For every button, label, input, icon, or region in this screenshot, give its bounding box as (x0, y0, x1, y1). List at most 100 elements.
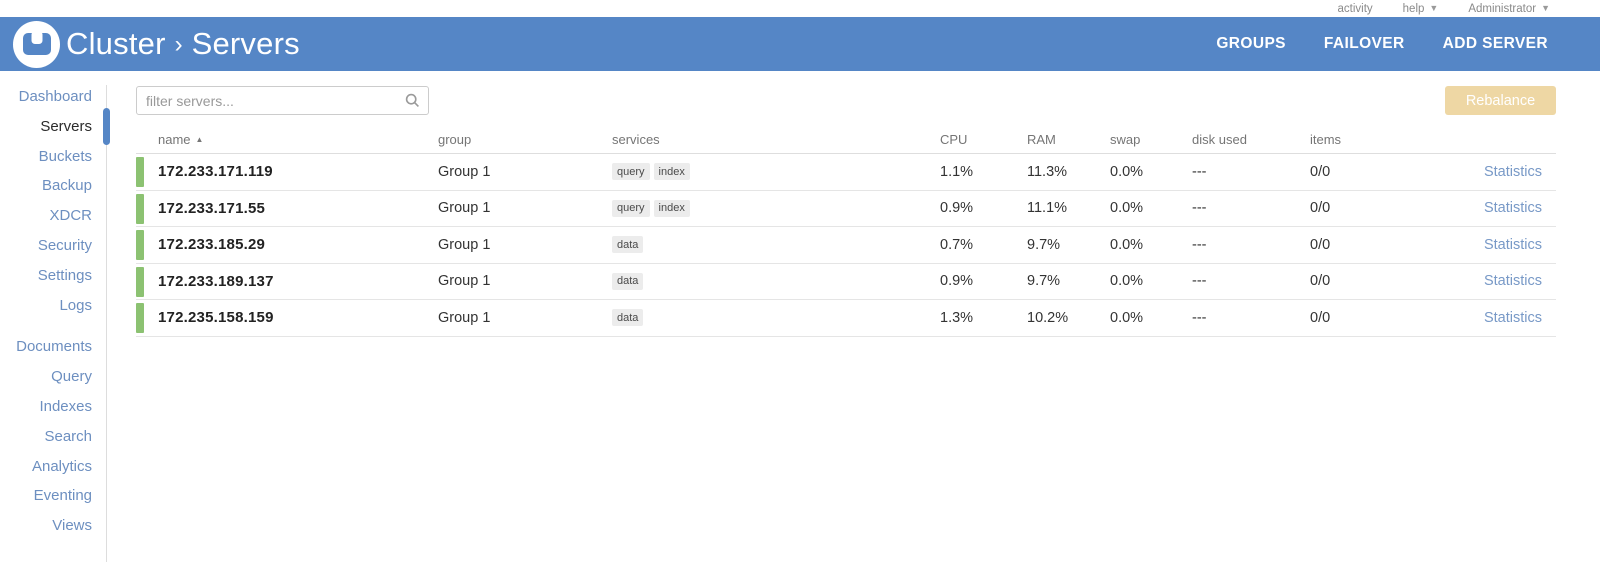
server-items: 0/0 (1310, 273, 1331, 290)
breadcrumb-separator-icon: › (174, 31, 183, 58)
column-header-items[interactable]: items (1310, 132, 1456, 147)
column-header-name[interactable]: name ▲ (136, 132, 438, 147)
header-nav-groups[interactable]: GROUPS (1216, 35, 1286, 52)
top-utility-bar: activity help ▼ Administrator ▼ (0, 0, 1600, 17)
sidebar-item-search[interactable]: Search (44, 427, 92, 445)
service-badge-index: index (653, 163, 690, 181)
statistics-link[interactable]: Statistics (1483, 200, 1542, 217)
server-disk-used: --- (1192, 309, 1207, 326)
servers-toolbar: Rebalance (136, 86, 1556, 115)
service-badge-query: query (612, 199, 650, 217)
couchbase-logo (13, 20, 60, 68)
server-disk-used: --- (1192, 163, 1207, 180)
server-ram: 11.3% (1027, 163, 1068, 180)
sort-asc-icon: ▲ (195, 134, 204, 144)
server-cpu: 1.1% (940, 163, 974, 180)
statistics-link[interactable]: Statistics (1483, 309, 1542, 326)
sidebar-item-documents[interactable]: Documents (16, 338, 92, 356)
server-name: 172.233.171.119 (158, 163, 273, 181)
header-nav-failover[interactable]: FAILOVER (1323, 35, 1405, 52)
sidebar-item-servers[interactable]: Servers (40, 117, 92, 135)
filter-servers-input[interactable] (136, 86, 429, 115)
sidebar: Dashboard Servers Buckets Backup XDCR Securit… (0, 82, 110, 553)
sidebar-item-backup[interactable]: Backup (41, 177, 92, 195)
server-swap: 0.0% (1110, 273, 1144, 290)
server-swap: 0.0% (1110, 200, 1144, 217)
column-header-label: items (1310, 132, 1342, 147)
statistics-link[interactable]: Statistics (1483, 236, 1542, 253)
server-disk-used: --- (1192, 236, 1207, 253)
server-swap: 0.0% (1110, 236, 1144, 253)
server-row[interactable]: 172.235.158.159 Group 1 data 1.3% 10.2% 0.0% -… (136, 300, 1556, 337)
server-group: Group 1 (438, 273, 491, 290)
server-disk-used: --- (1192, 273, 1207, 290)
topbar-link-administrator[interactable]: Administrator ▼ (1468, 3, 1550, 15)
server-items: 0/0 (1310, 200, 1331, 217)
caret-down-icon: ▼ (1541, 3, 1550, 13)
service-badges: data (612, 309, 940, 327)
server-disk-used: --- (1192, 200, 1207, 217)
main-content: Rebalance name ▲ group services CPU RAM swap di… (136, 86, 1556, 337)
server-row[interactable]: 172.233.171.119 Group 1 query index 1.1% 11.3… (136, 154, 1556, 191)
server-items: 0/0 (1310, 236, 1331, 253)
server-group: Group 1 (438, 309, 491, 326)
search-icon (405, 93, 420, 113)
service-badge-query: query (612, 163, 650, 181)
rebalance-button[interactable]: Rebalance (1445, 86, 1556, 115)
sidebar-item-buckets[interactable]: Buckets (38, 147, 92, 165)
statistics-cell: Statistics (1456, 164, 1556, 180)
column-header-label: services (612, 132, 660, 147)
topbar-link-label: help (1402, 2, 1425, 15)
sidebar-item-security[interactable]: Security (37, 236, 92, 254)
sidebar-item-logs[interactable]: Logs (59, 296, 92, 314)
server-row[interactable]: 172.233.189.137 Group 1 data 0.9% 9.7% 0.0% --… (136, 264, 1556, 300)
server-status-healthy-indicator (136, 303, 144, 333)
column-header-RAM[interactable]: RAM (1027, 132, 1110, 147)
column-header-services[interactable]: services (612, 132, 940, 147)
sidebar-item-query[interactable]: Query (51, 368, 92, 386)
server-ram: 11.1% (1027, 200, 1068, 217)
server-swap: 0.0% (1110, 163, 1144, 180)
column-header-CPU[interactable]: CPU (940, 132, 1027, 147)
server-ram: 10.2% (1027, 309, 1069, 326)
breadcrumb: Cluster › Servers (66, 26, 300, 62)
sidebar-item-dashboard[interactable]: Dashboard (18, 88, 92, 105)
statistics-cell: Statistics (1456, 237, 1556, 253)
servers-table: name ▲ group services CPU RAM swap disk used ite… (136, 126, 1556, 337)
sidebar-item-indexes[interactable]: Indexes (39, 397, 92, 415)
server-group: Group 1 (438, 236, 491, 253)
server-name: 172.233.171.55 (158, 199, 266, 217)
header-nav-add-server[interactable]: ADD SERVER (1442, 35, 1548, 52)
server-row[interactable]: 172.233.171.55 Group 1 query index 0.9% 11.1%… (136, 191, 1556, 227)
column-header-swap[interactable]: swap (1110, 132, 1192, 147)
server-row[interactable]: 172.233.185.29 Group 1 data 0.7% 9.7% 0.0% ---… (136, 227, 1556, 264)
column-header-disk-used[interactable]: disk used (1192, 132, 1310, 147)
sidebar-item-analytics[interactable]: Analytics (31, 457, 92, 475)
service-badge-data: data (612, 272, 644, 290)
server-name: 172.235.158.159 (158, 309, 274, 327)
server-name: 172.233.185.29 (158, 236, 266, 254)
topbar-link-help[interactable]: help ▼ (1403, 3, 1439, 15)
column-header-label: CPU (940, 132, 968, 147)
server-status-healthy-indicator (136, 266, 144, 297)
column-header-label: disk used (1192, 132, 1247, 147)
sidebar-item-settings[interactable]: Settings (37, 266, 92, 284)
column-header-group[interactable]: group (438, 132, 612, 147)
topbar-link-activity[interactable]: activity (1338, 3, 1373, 15)
statistics-link[interactable]: Statistics (1483, 273, 1542, 290)
sidebar-divider (106, 85, 107, 562)
sidebar-item-eventing[interactable]: Eventing (33, 487, 92, 505)
statistics-link[interactable]: Statistics (1483, 163, 1542, 180)
sidebar-item-views[interactable]: Views (52, 517, 92, 535)
column-header-label: name (158, 132, 191, 147)
service-badges: data (612, 272, 940, 290)
server-cpu: 1.3% (940, 309, 974, 326)
app-header: Cluster › Servers GROUPS FAILOVER ADD SERV… (0, 17, 1600, 71)
column-header-label: group (438, 132, 472, 147)
server-ram: 9.7% (1027, 236, 1061, 253)
sidebar-item-xdcr[interactable]: XDCR (49, 207, 92, 225)
service-badge-data: data (612, 236, 644, 254)
statistics-cell: Statistics (1456, 200, 1556, 216)
filter-field-wrap (136, 86, 429, 115)
server-status-healthy-indicator (136, 193, 144, 224)
